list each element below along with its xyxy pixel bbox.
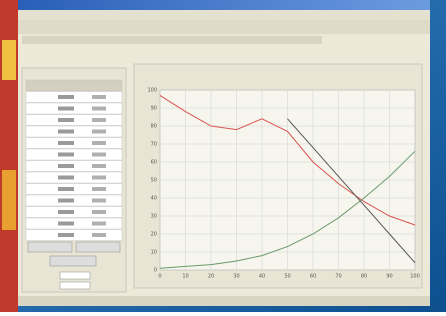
cell-blur xyxy=(58,153,74,157)
screenshot: 0 10 20 30 40 50 60 70 80 90 100 0 10 20 30 40 50 60 70 80 9… xyxy=(0,0,446,312)
y-tick-label: 20 xyxy=(151,232,157,238)
x-tick-label: 30 xyxy=(233,274,239,280)
y-tick-label: 10 xyxy=(151,250,157,256)
cell-blur xyxy=(58,199,74,203)
button[interactable] xyxy=(50,256,96,266)
cell-blur xyxy=(92,141,106,145)
x-tick-label: 0 xyxy=(158,274,161,280)
x-tick-label: 80 xyxy=(361,274,367,280)
side-image-part xyxy=(2,40,16,80)
y-tick-label: 80 xyxy=(151,124,157,130)
cell-blur xyxy=(92,164,106,168)
cell-blur xyxy=(58,164,74,168)
cell-blur xyxy=(92,130,106,134)
status-bar xyxy=(18,296,430,306)
page: {"chart_data": {"type": "line", "x": [0,… xyxy=(0,0,446,312)
x-tick-label: 90 xyxy=(386,274,392,280)
side-image-part xyxy=(2,170,16,230)
y-tick-label: 60 xyxy=(151,160,157,166)
button[interactable] xyxy=(76,242,120,252)
cell-blur xyxy=(92,222,106,226)
input[interactable] xyxy=(60,272,90,279)
cell-blur xyxy=(92,118,106,122)
cell-blur xyxy=(92,107,106,111)
toolbar[interactable] xyxy=(18,20,430,34)
cell-blur xyxy=(58,187,74,191)
cell-blur xyxy=(92,199,106,203)
x-tick-label: 50 xyxy=(284,274,290,280)
cell-blur xyxy=(92,176,106,180)
toolbar-row[interactable] xyxy=(22,36,322,44)
cell-blur xyxy=(58,233,74,237)
cell-blur xyxy=(92,210,106,214)
y-tick-label: 30 xyxy=(151,214,157,220)
x-tick-label: 40 xyxy=(259,274,265,280)
table-row xyxy=(26,80,122,91)
cell-blur xyxy=(92,153,106,157)
x-tick-label: 60 xyxy=(310,274,316,280)
x-tick-label: 70 xyxy=(335,274,341,280)
cell-blur xyxy=(58,210,74,214)
x-tick-label: 20 xyxy=(208,274,214,280)
y-tick-label: 100 xyxy=(147,88,157,94)
y-tick-label: 50 xyxy=(151,178,157,184)
input[interactable] xyxy=(60,282,90,289)
button[interactable] xyxy=(28,242,72,252)
cell-blur xyxy=(58,107,74,111)
title-bar xyxy=(18,0,430,10)
cell-blur xyxy=(58,118,74,122)
x-tick-label: 10 xyxy=(182,274,188,280)
cell-blur xyxy=(58,222,74,226)
cell-blur xyxy=(58,176,74,180)
y-tick-label: 40 xyxy=(151,196,157,202)
cell-blur xyxy=(92,95,106,99)
cell-blur xyxy=(58,95,74,99)
y-tick-label: 70 xyxy=(151,142,157,148)
cell-blur xyxy=(58,141,74,145)
y-tick-label: 90 xyxy=(151,106,157,112)
menu-bar[interactable] xyxy=(18,10,430,20)
cell-blur xyxy=(92,233,106,237)
cell-blur xyxy=(92,187,106,191)
cell-blur xyxy=(58,130,74,134)
x-tick-label: 100 xyxy=(410,274,420,280)
y-tick-label: 0 xyxy=(154,268,157,274)
